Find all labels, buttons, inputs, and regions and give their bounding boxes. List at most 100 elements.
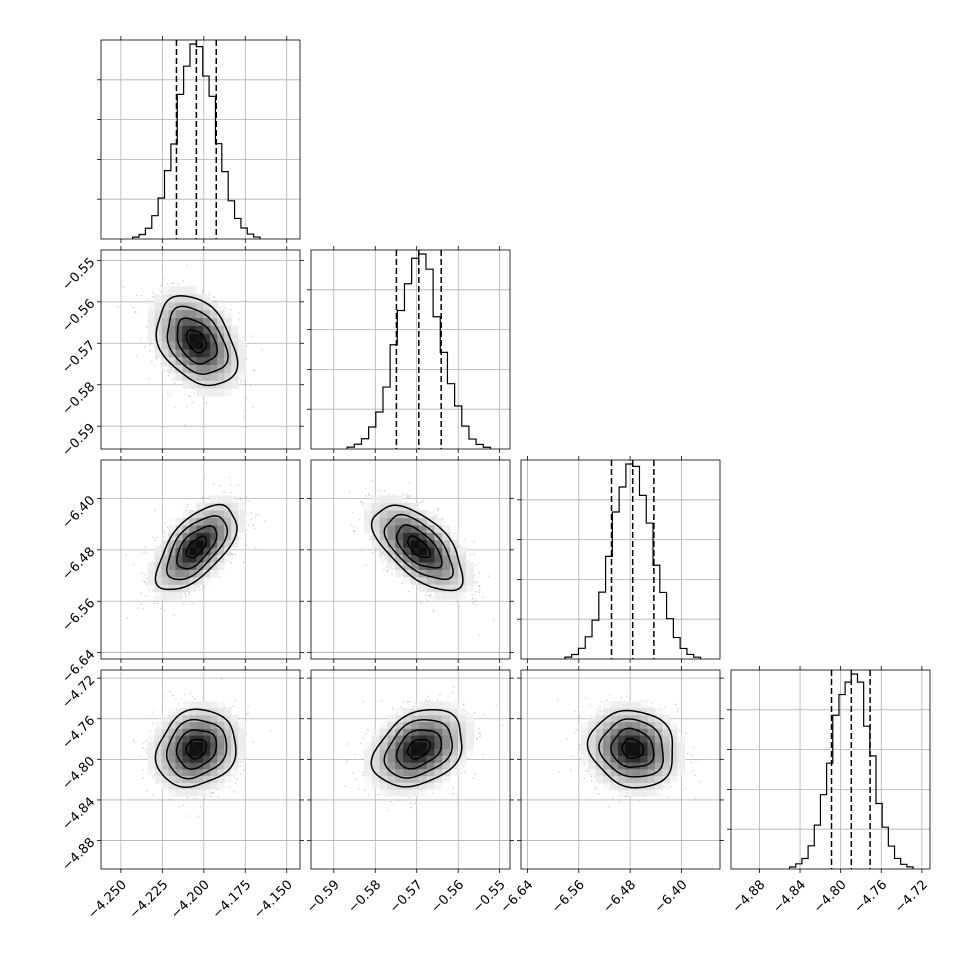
density-cell [450,569,459,578]
scatter-point [474,604,476,606]
density-cell [147,562,155,570]
scatter-point [368,549,371,551]
density-cell [154,569,162,578]
scatter-point [182,804,184,806]
density-cell [395,547,404,556]
scatter-point [432,610,434,612]
scatter-point [171,282,173,285]
density-cell [210,302,218,311]
density-cell [168,591,176,600]
scatter-point [137,607,139,609]
density-cell [189,302,197,311]
scatter-point [412,586,414,588]
density-cell [189,576,197,585]
density-cell [217,356,225,366]
density-cell [387,547,396,556]
density-cell [379,539,388,548]
density-cell [182,364,190,373]
panel-frame [520,459,721,660]
scatter-point [433,609,435,611]
density-cell [371,517,381,526]
density-cell [196,554,204,563]
density-cell [442,562,451,570]
density-cell [203,532,211,541]
density-cell [410,554,420,563]
density-cell [217,539,225,548]
scatter-point [184,593,187,595]
scatter-point [193,797,195,799]
density-cell [238,525,246,533]
density-cell [418,584,428,593]
density-cell [161,302,169,311]
density-cell [450,539,459,548]
scatter-point [149,344,151,346]
density-cell [387,554,396,563]
scatter-point [144,580,146,583]
density-cell [161,562,169,570]
scatter-point [164,609,166,611]
scatter-point [169,394,171,397]
density-cell [203,576,211,585]
scatter-point [174,382,176,385]
density-cell [224,510,232,519]
density-cell [154,576,162,585]
density-cell [403,539,412,548]
scatter-point [155,357,158,359]
density-cell [196,364,204,373]
density-cell [182,294,190,303]
density-cell [182,532,190,541]
scatter-point [228,476,231,479]
density-cell [395,517,404,526]
scatter-point [185,509,187,511]
density-cell [196,388,204,397]
density-cell [434,532,443,541]
scatter-point [238,318,240,321]
density-cell [238,341,246,350]
density-cell [217,517,225,526]
contour-level-1 [176,317,218,365]
scatter-point [348,491,351,493]
scatter-point [370,480,373,482]
contour-level-2 [166,305,229,375]
scatter-point [132,564,135,566]
density-cell [217,388,225,397]
density-cell [161,286,169,295]
scatter-point [186,405,188,408]
scatter-point [153,597,155,599]
scatter-point [145,581,147,584]
density-cell [210,502,218,511]
density-cell [154,333,162,342]
density-cell [410,562,420,570]
density-cell [147,325,155,334]
density-cell [217,317,225,326]
density-cell [434,517,443,526]
scatter-point [473,540,475,543]
scatter-point [144,546,146,549]
scatter-point [482,596,484,598]
density-cell [224,317,232,326]
contour-level-1 [176,525,218,570]
panel-content [117,264,264,426]
density-cell [203,539,211,548]
density-cell [196,356,204,366]
density-cell [175,325,183,334]
density-cell [217,547,225,556]
density-cell [168,525,176,533]
scatter-point [154,364,156,367]
scatter-point [442,518,444,520]
density-cell [196,547,204,556]
density-cell [434,569,443,578]
scatter-point [152,776,154,779]
scatter-point [140,592,142,594]
scatter-point [406,495,408,498]
scatter-point [152,291,154,293]
density-cell [168,539,176,548]
density-cell [379,517,388,526]
density-cell [196,294,204,303]
density-cell [231,372,239,381]
scatter-point [474,591,477,593]
scatter-point [210,792,212,794]
scatter-point [408,482,410,484]
scatter-point [243,769,245,771]
density-cell [196,517,204,526]
